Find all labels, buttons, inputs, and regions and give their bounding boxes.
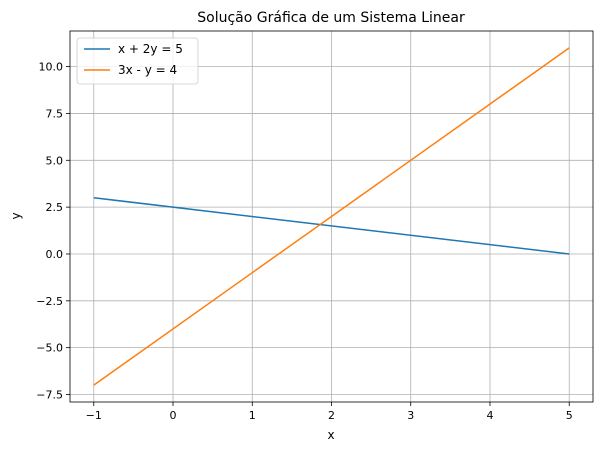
x-tick-label: 0: [170, 409, 177, 422]
x-tick-label: 2: [328, 409, 335, 422]
y-tick-label: 0.0: [46, 248, 64, 261]
series-line-1: [93, 47, 570, 386]
x-tick-label: 1: [249, 409, 256, 422]
y-tick-label: −5.0: [36, 342, 63, 355]
y-axis-label: y: [9, 212, 23, 219]
y-tick-label: 5.0: [46, 154, 64, 167]
legend-label-1: 3x - y = 4: [118, 63, 177, 77]
x-tick-label: 4: [486, 409, 493, 422]
x-tick-label: −1: [86, 409, 102, 422]
legend: x + 2y = 5 3x - y = 4: [76, 37, 199, 85]
x-axis-label: x: [327, 428, 334, 442]
x-ticks: −1 0 1 2 3 4 5: [86, 402, 573, 422]
y-tick-label: 7.5: [46, 107, 64, 120]
chart-title: Solução Gráfica de um Sistema Linear: [197, 10, 465, 26]
x-tick-label: 5: [566, 409, 573, 422]
series-line-0: [93, 197, 570, 255]
legend-label-0: x + 2y = 5: [118, 42, 183, 56]
x-tick-label: 3: [407, 409, 414, 422]
y-tick-label: −2.5: [36, 295, 63, 308]
y-tick-label: 2.5: [46, 201, 64, 214]
y-ticks: −7.5 −5.0 −2.5 0.0 2.5 5.0 7.5 10.0: [36, 61, 70, 402]
grid: [70, 31, 593, 402]
y-tick-label: 10.0: [39, 61, 64, 74]
series-lines: [93, 47, 570, 386]
y-tick-label: −7.5: [36, 389, 63, 402]
